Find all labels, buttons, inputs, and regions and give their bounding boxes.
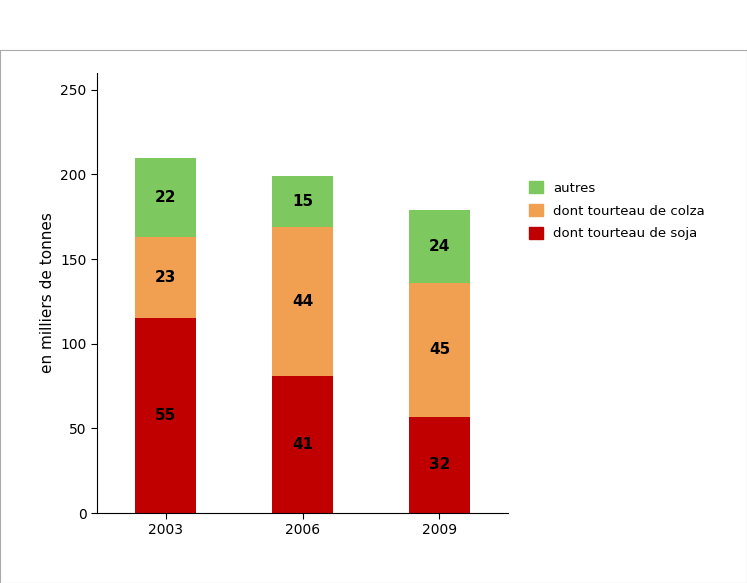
Bar — [272, 227, 333, 376]
Bar — [272, 376, 333, 513]
Bar — [134, 318, 196, 513]
Text: 15: 15 — [292, 194, 313, 209]
Bar — [409, 283, 471, 416]
Text: 55: 55 — [155, 408, 176, 423]
Text: 22: 22 — [155, 190, 176, 205]
Bar — [134, 157, 196, 237]
Text: 24: 24 — [429, 239, 450, 254]
Text: > Schéma 1 - Incorporation de tourteaux en Normandie: > Schéma 1 - Incorporation de tourteaux … — [9, 16, 530, 34]
Legend: autres, dont tourteau de colza, dont tourteau de soja: autres, dont tourteau de colza, dont tou… — [530, 181, 705, 240]
Text: 45: 45 — [429, 342, 450, 357]
Y-axis label: en milliers de tonnes: en milliers de tonnes — [40, 213, 55, 373]
Bar — [409, 210, 471, 283]
Text: 41: 41 — [292, 437, 313, 452]
Bar — [272, 176, 333, 227]
Text: 23: 23 — [155, 271, 176, 285]
Bar — [409, 416, 471, 513]
Bar — [134, 237, 196, 318]
Text: 32: 32 — [429, 457, 450, 472]
Text: 44: 44 — [292, 294, 313, 309]
